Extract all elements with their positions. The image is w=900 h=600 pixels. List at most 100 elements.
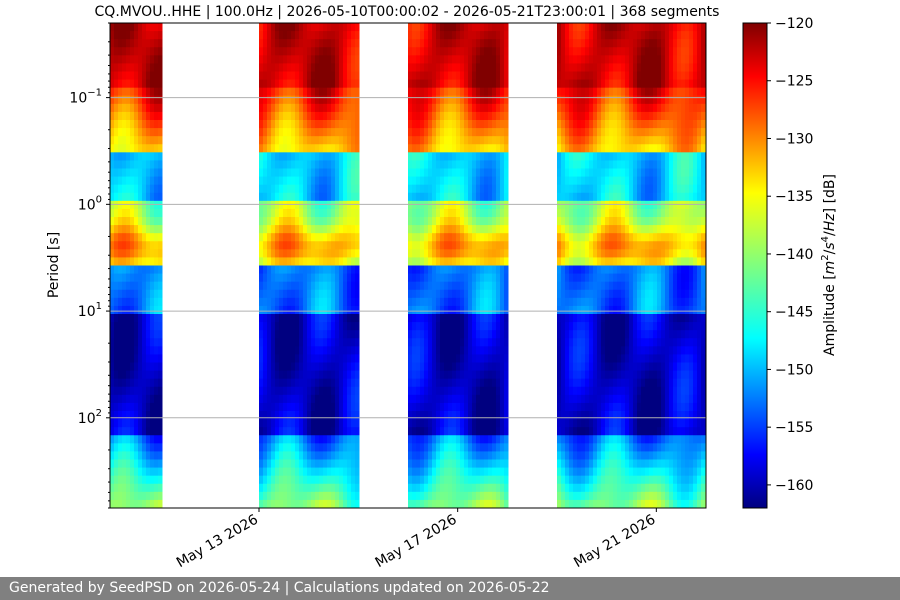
heatmap-cell (621, 467, 626, 477)
heatmap-cell (573, 87, 578, 97)
heatmap-cell (424, 176, 429, 186)
heatmap-cell (492, 451, 497, 460)
heatmap-cell (130, 249, 135, 258)
heatmap-cell (613, 184, 618, 194)
heatmap-cell (496, 370, 501, 380)
heatmap-cell (448, 467, 453, 477)
heatmap-cell (573, 103, 578, 113)
heatmap-cell (468, 289, 473, 299)
heatmap-cell (335, 273, 340, 283)
heatmap-cell (468, 394, 473, 404)
heatmap-cell (408, 370, 413, 380)
heatmap-cell (629, 87, 634, 97)
heatmap-cell (299, 289, 304, 299)
heatmap-cell (259, 297, 264, 307)
heatmap-cell (492, 87, 497, 97)
heatmap-cell (311, 483, 316, 493)
heatmap-cell (319, 330, 324, 339)
heatmap-cell (452, 63, 457, 72)
heatmap-cell (331, 394, 336, 404)
heatmap-cell (428, 208, 433, 218)
heatmap-cell (593, 120, 598, 129)
heatmap-cell (146, 273, 151, 283)
heatmap-cell (331, 330, 336, 339)
heatmap-cell (565, 233, 570, 242)
heatmap-cell (629, 168, 634, 178)
heatmap-cell (613, 257, 618, 266)
heatmap-cell (130, 330, 135, 339)
heatmap-cell (468, 217, 473, 226)
heatmap-cell (601, 338, 606, 347)
heatmap-cell (114, 200, 119, 210)
heatmap-cell (581, 184, 586, 194)
heatmap-cell (271, 241, 276, 250)
heatmap-cell (476, 338, 481, 347)
heatmap-cell (633, 443, 638, 452)
heatmap-cell (420, 499, 425, 508)
heatmap-cell (593, 443, 598, 452)
heatmap-cell (480, 499, 485, 508)
heatmap-cell (291, 314, 296, 323)
heatmap-cell (347, 297, 352, 307)
heatmap-cell (593, 499, 598, 508)
heatmap-cell (311, 208, 316, 218)
heatmap-cell (573, 47, 578, 56)
heatmap-cell (424, 354, 429, 363)
heatmap-cell (291, 184, 296, 194)
heatmap-cell (343, 39, 348, 48)
heatmap-cell (110, 354, 115, 363)
heatmap-cell (500, 281, 505, 291)
heatmap-cell (110, 467, 115, 477)
heatmap-cell (331, 79, 336, 89)
heatmap-cell (154, 31, 159, 40)
heatmap-cell (339, 370, 344, 380)
heatmap-cell (460, 289, 465, 299)
heatmap-cell (452, 192, 457, 202)
heatmap-cell (110, 63, 115, 72)
heatmap-cell (585, 184, 590, 194)
heatmap-cell (476, 354, 481, 363)
heatmap-cell (279, 39, 284, 48)
heatmap-cell (331, 39, 336, 48)
heatmap-cell (134, 55, 139, 64)
heatmap-cell (428, 394, 433, 404)
heatmap-cell (283, 160, 288, 169)
heatmap-cell (593, 200, 598, 210)
heatmap-cell (468, 87, 473, 97)
heatmap-cell (142, 273, 147, 283)
heatmap-cell (146, 192, 151, 202)
heatmap-cell (452, 346, 457, 355)
heatmap-cell (448, 87, 453, 97)
heatmap-cell (504, 71, 509, 81)
heatmap-cell (287, 217, 292, 226)
heatmap-cell (633, 411, 638, 420)
heatmap-cell (561, 386, 566, 396)
heatmap-cell (577, 297, 582, 307)
heatmap-cell (327, 297, 332, 307)
heatmap-cell (315, 200, 320, 210)
heatmap-cell (331, 443, 336, 452)
heatmap-cell (146, 435, 151, 444)
heatmap-cell (299, 200, 304, 210)
heatmap-cell (287, 314, 292, 323)
heatmap-cell (279, 87, 284, 97)
heatmap-cell (480, 281, 485, 291)
heatmap-cell (343, 419, 348, 428)
heatmap-cell (311, 475, 316, 485)
heatmap-cell (122, 200, 127, 210)
heatmap-cell (126, 136, 131, 145)
heatmap-cell (311, 120, 316, 129)
heatmap-cell (577, 265, 582, 275)
heatmap-cell (436, 314, 441, 323)
heatmap-cell (629, 192, 634, 202)
heatmap-cell (114, 144, 119, 153)
heatmap-cell (492, 39, 497, 48)
heatmap-cell (589, 483, 594, 493)
heatmap-cell (303, 111, 308, 121)
heatmap-cell (629, 39, 634, 48)
heatmap-cell (110, 386, 115, 396)
heatmap-cell (609, 483, 614, 493)
heatmap-cell (484, 451, 489, 460)
heatmap-cell (311, 443, 316, 452)
heatmap-cell (134, 370, 139, 380)
